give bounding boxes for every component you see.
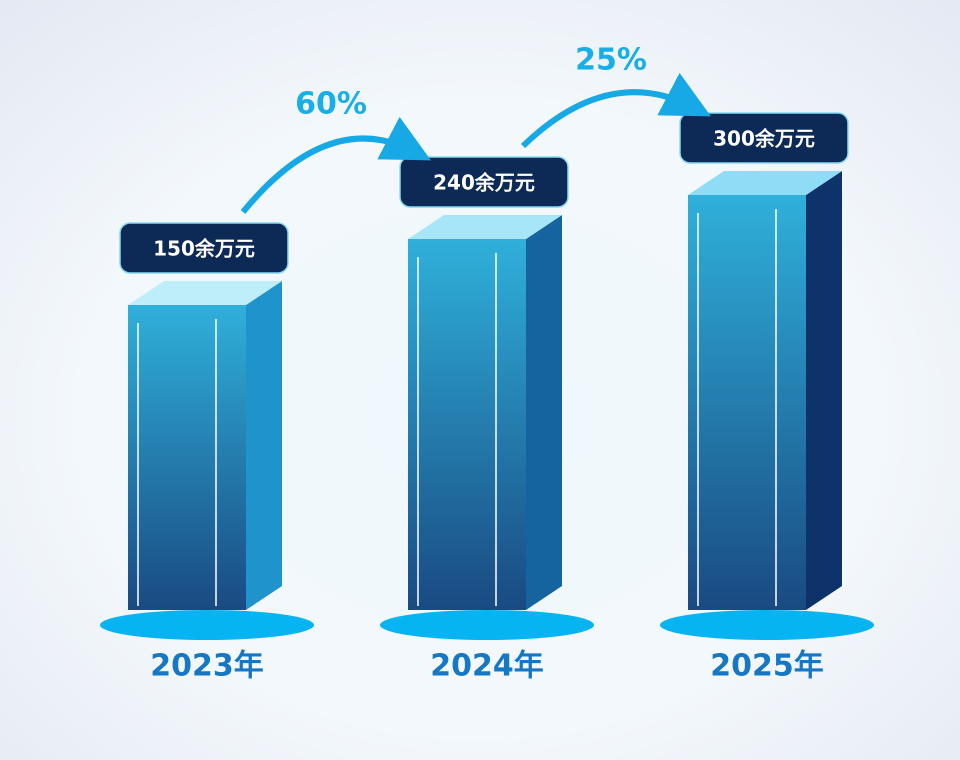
growth-label: 25% xyxy=(575,43,647,78)
bar-side xyxy=(806,171,842,610)
bar-side xyxy=(526,215,562,610)
bar-side xyxy=(246,281,282,610)
value-label-box xyxy=(679,112,849,164)
bar xyxy=(408,239,526,610)
growth-arrow xyxy=(240,116,431,214)
x-tick-label: 2024年 xyxy=(430,649,544,684)
bar-base xyxy=(660,610,874,640)
bar-top xyxy=(408,215,562,239)
value-label: 150余万元 xyxy=(153,237,255,261)
bar xyxy=(688,195,806,610)
x-tick-label: 2025年 xyxy=(710,649,824,684)
value-label-box xyxy=(119,222,289,274)
bar-top xyxy=(128,281,282,305)
bar-base xyxy=(100,610,314,640)
value-label: 240余万元 xyxy=(433,171,535,195)
growth-arrow xyxy=(520,72,711,149)
value-label: 300余万元 xyxy=(713,127,815,151)
bar-base xyxy=(380,610,594,640)
bar xyxy=(128,305,246,610)
growth-label: 60% xyxy=(295,87,367,122)
value-label-box xyxy=(399,156,569,208)
x-tick-label: 2023年 xyxy=(150,649,264,684)
bar-top xyxy=(688,171,842,195)
